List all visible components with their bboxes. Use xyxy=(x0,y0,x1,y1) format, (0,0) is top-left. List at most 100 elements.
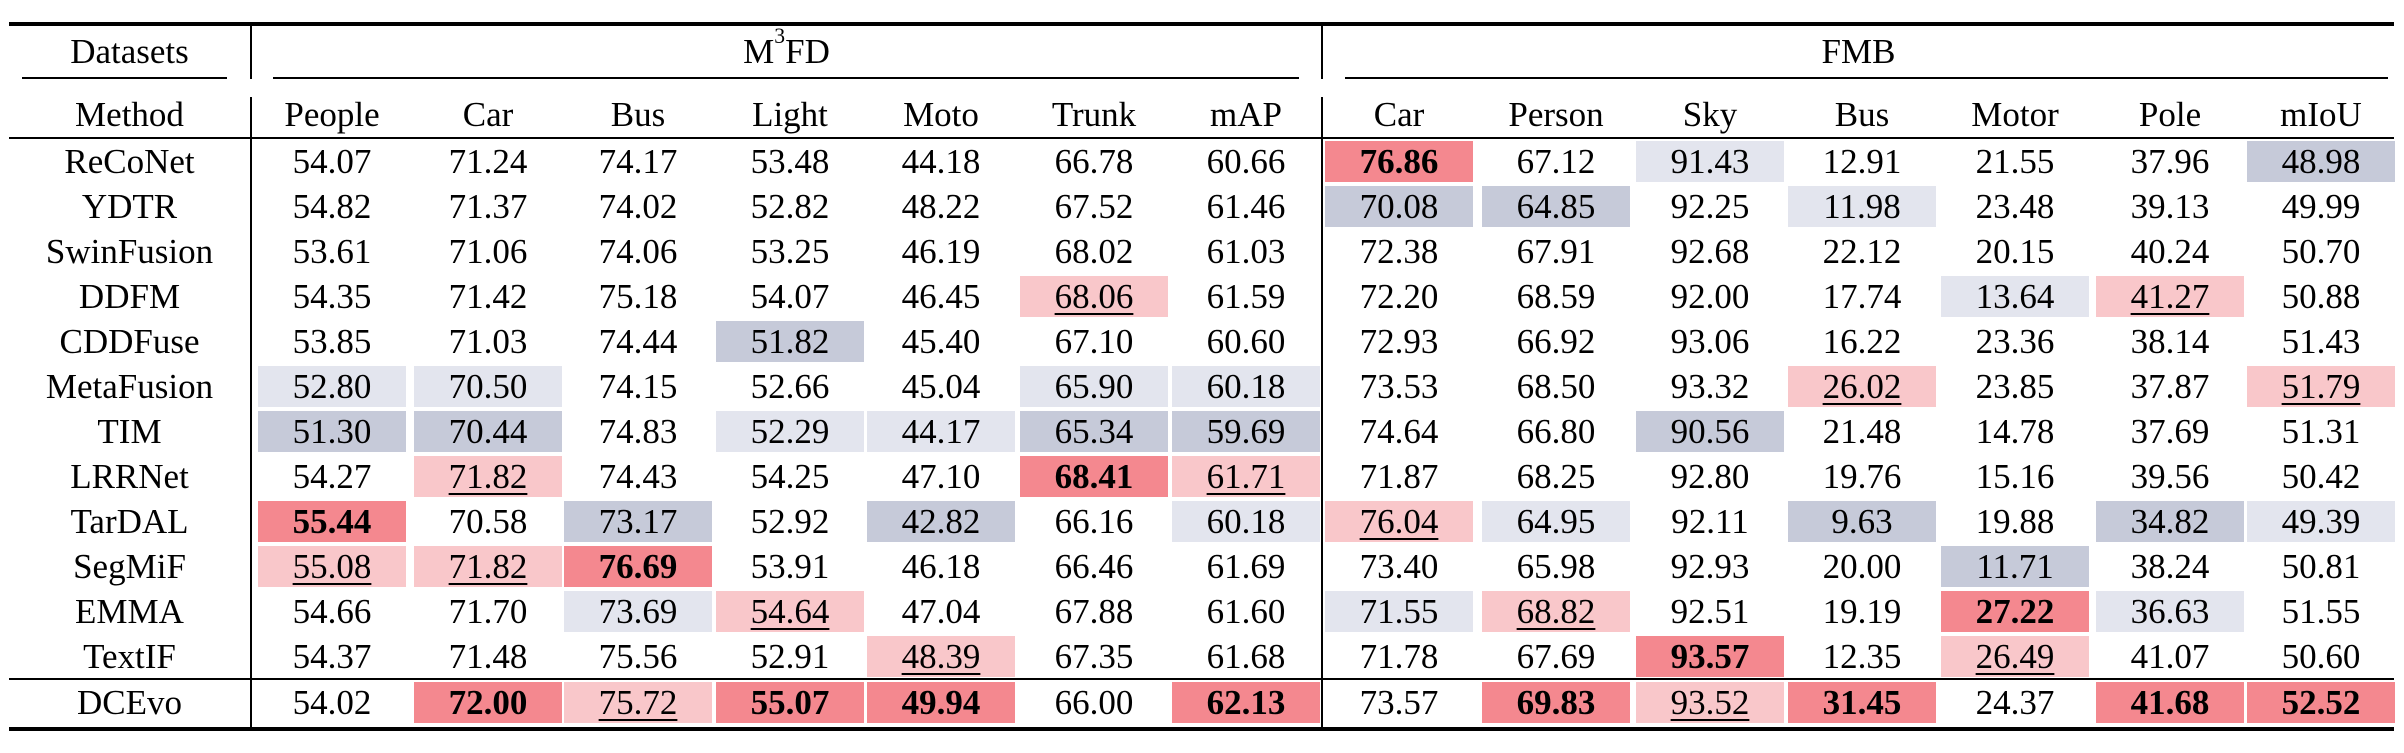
table-cell: 48.22 xyxy=(901,187,981,226)
table-cell: 71.06 xyxy=(448,232,528,271)
table-cell: 54.82 xyxy=(292,187,372,226)
table-cell: 12.91 xyxy=(1822,142,1902,181)
method-name: YDTR xyxy=(81,187,178,226)
table-cell: 92.51 xyxy=(1670,592,1750,631)
table-cell: 92.93 xyxy=(1670,547,1750,586)
datasets-label: Datasets xyxy=(70,31,189,71)
table-cell: 71.82 xyxy=(414,456,562,497)
table-cell: 55.07 xyxy=(716,682,864,723)
table-cell: 21.48 xyxy=(1822,412,1902,451)
method-name: EMMA xyxy=(75,592,184,631)
table-cell: 61.46 xyxy=(1206,187,1286,226)
table-cell: 50.81 xyxy=(2281,547,2361,586)
table-cell: 27.22 xyxy=(1941,591,2089,632)
method-name: CDDFuse xyxy=(59,322,200,361)
table-cell: 59.69 xyxy=(1172,411,1320,452)
table-cell: 31.45 xyxy=(1788,682,1936,723)
table-cell: 67.69 xyxy=(1516,637,1596,676)
table-cell: 73.17 xyxy=(564,501,712,542)
table-cell: 52.80 xyxy=(258,366,406,407)
column-header: Sky xyxy=(1682,94,1738,134)
table-cell: 15.16 xyxy=(1975,457,2055,496)
column-header: Motor xyxy=(1971,94,2059,134)
table-cell: 53.48 xyxy=(750,142,830,181)
table-cell: 75.56 xyxy=(598,637,678,676)
table-cell: 55.08 xyxy=(258,546,406,587)
table-cell: 68.82 xyxy=(1482,591,1630,632)
column-header: mAP xyxy=(1210,94,1282,134)
table-cell: 75.18 xyxy=(598,277,678,316)
table-cell: 74.17 xyxy=(598,142,678,181)
table-cell: 48.39 xyxy=(867,636,1015,677)
table-cell: 54.25 xyxy=(750,457,830,496)
dcevo-rule xyxy=(9,678,2394,680)
table-cell: 61.60 xyxy=(1206,592,1286,631)
table-cell: 23.85 xyxy=(1975,367,2055,406)
table-cell: 60.66 xyxy=(1206,142,1286,181)
table-cell: 55.44 xyxy=(258,501,406,542)
method-name: MetaFusion xyxy=(45,367,214,406)
table-cell: 53.85 xyxy=(292,322,372,361)
table-cell: 37.69 xyxy=(2130,412,2210,451)
table-cell: 71.87 xyxy=(1359,457,1439,496)
table-cell: 22.12 xyxy=(1822,232,1902,271)
table-cell: 64.85 xyxy=(1482,186,1630,227)
table-cell: 68.02 xyxy=(1054,232,1134,271)
table-cell: 92.80 xyxy=(1670,457,1750,496)
table-cell: 91.43 xyxy=(1636,141,1784,182)
table-cell: 70.50 xyxy=(414,366,562,407)
table-cell: 52.82 xyxy=(750,187,830,226)
group-fmb-label: FMB xyxy=(1821,31,1896,71)
table-cell: 61.59 xyxy=(1206,277,1286,316)
method-name: LRRNet xyxy=(70,457,189,496)
table-cell: 54.64 xyxy=(716,591,864,632)
method-divider-lower xyxy=(250,97,252,731)
table-cell: 92.00 xyxy=(1670,277,1750,316)
table-cell: 12.35 xyxy=(1822,637,1902,676)
table-cell: 60.18 xyxy=(1172,501,1320,542)
column-header: Trunk xyxy=(1051,94,1137,134)
fmb-underline xyxy=(1345,77,2388,79)
table-cell: 66.46 xyxy=(1054,547,1134,586)
table-cell: 73.53 xyxy=(1359,367,1439,406)
table-cell: 71.42 xyxy=(448,277,528,316)
method-divider-upper xyxy=(250,26,252,79)
table-cell: 76.69 xyxy=(564,546,712,587)
table-cell: 65.90 xyxy=(1020,366,1168,407)
table-cell: 67.91 xyxy=(1516,232,1596,271)
table-cell: 26.02 xyxy=(1788,366,1936,407)
table-cell: 52.91 xyxy=(750,637,830,676)
table-cell: 73.57 xyxy=(1359,683,1439,722)
table-cell: 45.40 xyxy=(901,322,981,361)
table-cell: 19.76 xyxy=(1822,457,1902,496)
column-header: mIoU xyxy=(2280,94,2362,134)
column-header: Bus xyxy=(610,94,666,134)
table-cell: 92.11 xyxy=(1671,502,1749,541)
table-cell: 21.55 xyxy=(1975,142,2055,181)
table-cell: 67.10 xyxy=(1054,322,1134,361)
table-cell: 39.56 xyxy=(2130,457,2210,496)
table-cell: 93.32 xyxy=(1670,367,1750,406)
method-name: TarDAL xyxy=(70,502,189,541)
table-cell: 36.63 xyxy=(2096,591,2244,632)
table-cell: 37.96 xyxy=(2130,142,2210,181)
column-header: Person xyxy=(1508,94,1604,134)
table-cell: 71.55 xyxy=(1325,591,1473,632)
column-header: Car xyxy=(1373,94,1425,134)
table-cell: 52.29 xyxy=(716,411,864,452)
method-name: TextIF xyxy=(83,637,176,676)
table-cell: 74.64 xyxy=(1359,412,1439,451)
table-cell: 68.06 xyxy=(1020,276,1168,317)
table-cell: 48.98 xyxy=(2247,141,2395,182)
table-cell: 45.04 xyxy=(901,367,981,406)
table-cell: 61.03 xyxy=(1206,232,1286,271)
table-cell: 53.61 xyxy=(292,232,372,271)
column-header: Light xyxy=(752,94,828,134)
method-name: TIM xyxy=(97,412,162,451)
table-cell: 54.35 xyxy=(292,277,372,316)
table-cell: 75.72 xyxy=(564,682,712,723)
datasets-underline xyxy=(22,77,227,79)
table-cell: 46.18 xyxy=(901,547,981,586)
table-cell: 92.25 xyxy=(1670,187,1750,226)
